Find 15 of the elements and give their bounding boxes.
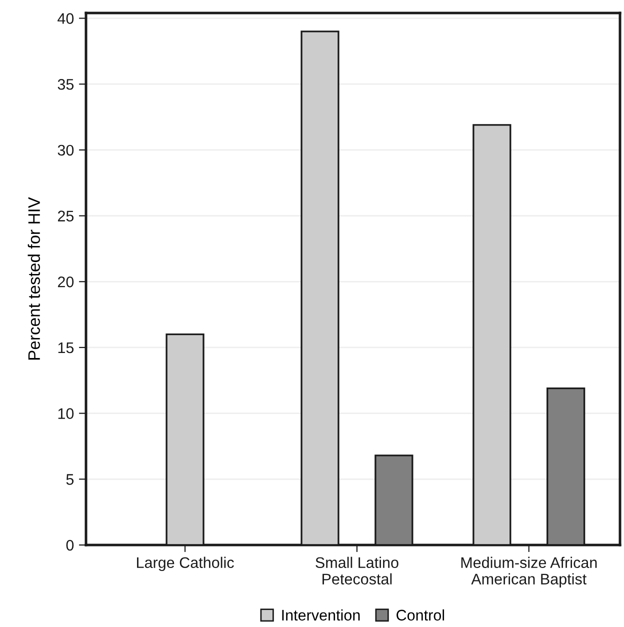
y-tick-label: 35: [58, 78, 74, 90]
x-tick-label: Medium-size African American Baptist: [461, 556, 597, 588]
y-tick-label: 0: [66, 540, 74, 551]
y-axis-title: Percent tested for HIV: [28, 197, 40, 360]
y-tick-label: 5: [66, 474, 74, 485]
y-tick-label: 30: [58, 144, 74, 156]
x-tick-label: Large Catholic: [137, 556, 234, 572]
legend-label: Intervention: [282, 609, 360, 621]
y-tick-label: 40: [58, 13, 74, 24]
y-tick-label: 15: [58, 342, 74, 354]
x-tick-label: Small Latino Petecostal: [316, 556, 398, 584]
legend-label: Control: [396, 609, 444, 621]
y-tick-label: 20: [58, 276, 74, 288]
y-tick-label: 25: [58, 210, 74, 222]
y-tick-label: 10: [58, 408, 74, 420]
